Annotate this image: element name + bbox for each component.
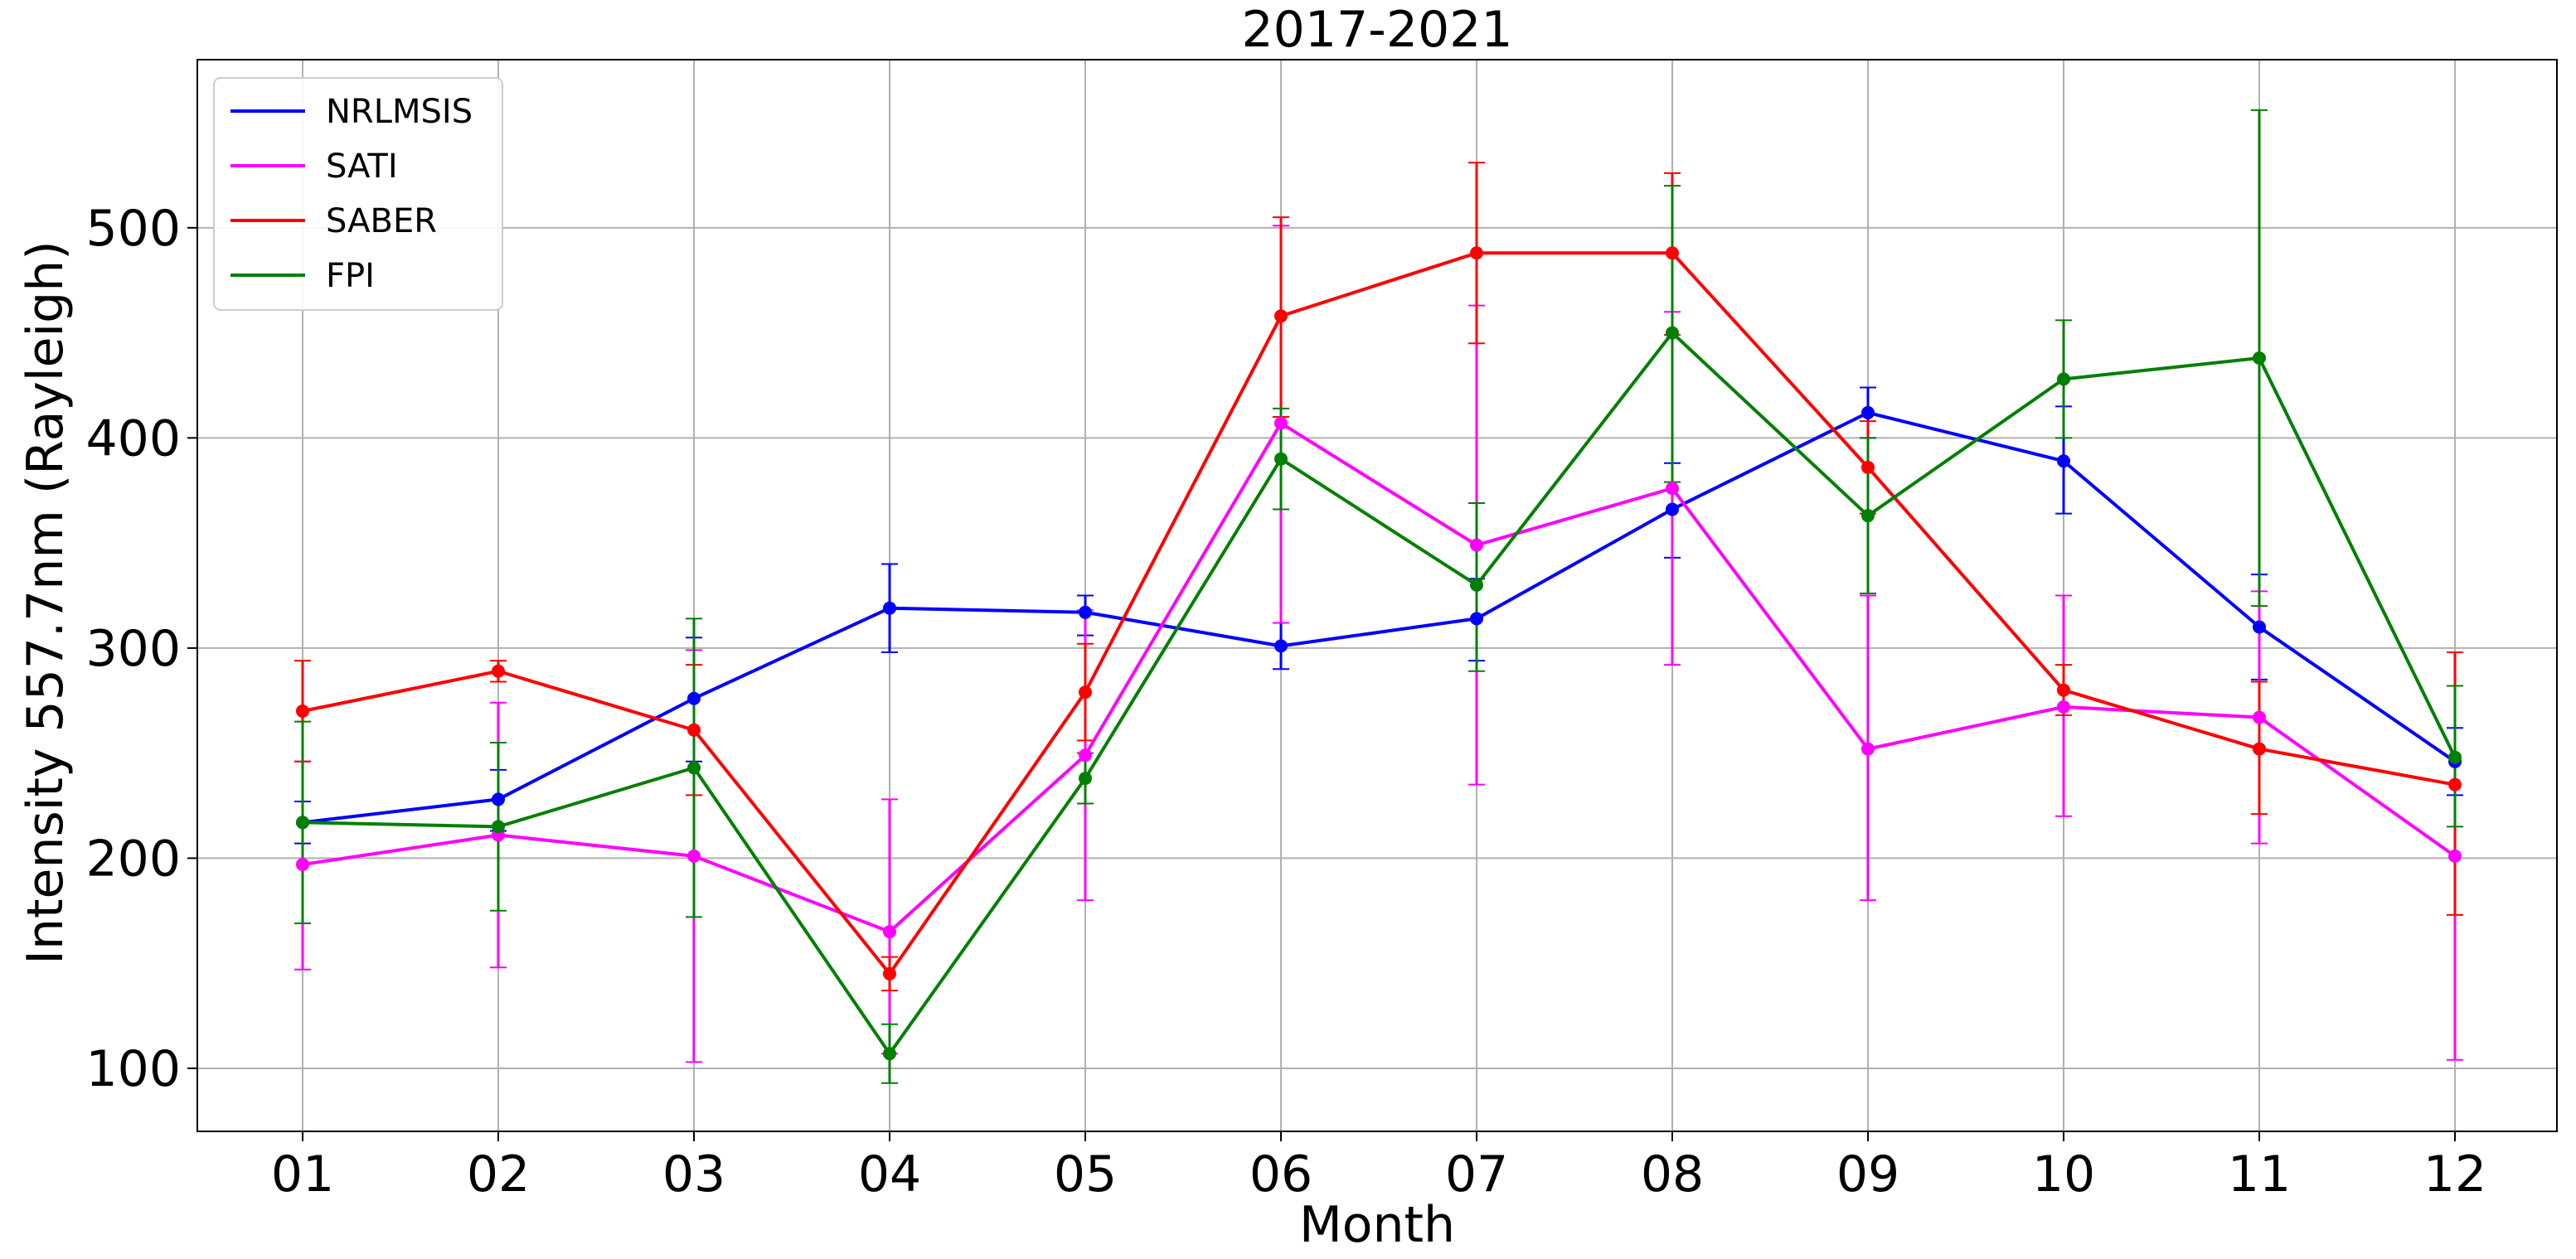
fpi-point [492,820,505,834]
fpi-point [1470,578,1483,592]
x-tick-label: 05 [1054,1145,1117,1203]
fpi-point [1861,509,1875,523]
nrlmsis-point [1470,612,1483,626]
y-tick-label: 400 [85,409,181,467]
y-axis-label: Intensity 557.7nm (Rayleigh) [17,240,75,964]
fpi-point [1274,452,1288,466]
legend-label: SATI [326,148,398,186]
y-tick-label: 500 [85,200,181,258]
nrlmsis-point [1861,405,1875,419]
x-tick-label: 07 [1445,1145,1508,1203]
legend-item-nrlmsis: NRLMSIS [230,93,473,131]
sati-point [1470,538,1483,552]
x-tick-label: 06 [1249,1145,1312,1203]
fpi-point [2448,750,2462,764]
fpi-point [2253,351,2266,366]
sati-point [2253,710,2266,724]
legend: NRLMSIS SATI SABER FPI [213,77,503,311]
nrlmsis-point [1274,639,1288,653]
nrlmsis-point [2253,620,2266,634]
legend-label: FPI [326,257,375,295]
y-tick-label: 300 [85,620,181,678]
legend-item-fpi: FPI [230,257,375,295]
legend-box [213,77,503,311]
saber-point [1274,309,1288,323]
nrlmsis-line [302,410,2457,825]
sati-point [2057,700,2070,714]
saber-point [687,723,701,737]
sati-point [296,858,309,872]
saber-point [2448,777,2462,792]
fpi-point [2057,372,2070,386]
saber-line [302,251,2456,976]
nrlmsis-point [2057,454,2070,468]
sati-point [1666,482,1679,496]
x-tick-label: 04 [858,1145,921,1203]
sati-point [883,925,896,939]
x-axis-ticks: 01 02 03 04 05 06 07 08 09 10 11 12 [271,1131,2486,1203]
series-lines [302,251,2457,1056]
x-tick-label: 03 [662,1145,725,1203]
sati-line [302,421,2457,934]
saber-point [2253,742,2266,756]
y-tick-label: 200 [85,830,181,888]
legend-item-saber: SABER [230,202,437,240]
nrlmsis-point [1666,502,1679,516]
saber-point [1861,460,1875,474]
saber-point [2057,683,2070,697]
saber-point [1079,685,1092,700]
fpi-line [302,331,2457,1056]
nrlmsis-point [883,601,896,615]
y-tick-label: 100 [85,1040,181,1098]
x-axis-label: Month [1299,1196,1455,1254]
legend-label: SABER [326,202,437,240]
sati-point [1274,416,1288,430]
sati-point [687,849,701,863]
fpi-point [1079,772,1092,786]
sati-point [2448,849,2462,863]
saber-point [492,664,505,678]
fpi-point [1666,326,1679,340]
y-axis-ticks: 100 200 300 400 500 [85,200,197,1098]
data-points [296,246,2462,1061]
nrlmsis-point [687,691,701,705]
x-tick-label: 09 [1836,1145,1899,1203]
fpi-point [883,1047,896,1061]
fpi-point [687,761,701,775]
nrlmsis-point [1079,605,1092,619]
saber-point [296,704,309,718]
nrlmsis-point [492,792,505,806]
sati-point [1079,748,1092,763]
legend-label: NRLMSIS [326,93,473,131]
x-tick-label: 01 [271,1145,334,1203]
x-tick-label: 08 [1641,1145,1704,1203]
chart-title: 2017-2021 [1241,1,1512,59]
fpi-point [296,816,309,830]
saber-point [1470,246,1483,260]
legend-item-sati: SATI [230,148,398,186]
saber-point [1666,246,1679,260]
saber-point [883,966,896,981]
plot-frame [196,59,2558,1132]
x-tick-label: 11 [2228,1145,2291,1203]
sati-point [1861,742,1875,756]
x-tick-label: 02 [467,1145,530,1203]
x-tick-label: 10 [2032,1145,2095,1203]
x-tick-label: 12 [2423,1145,2486,1203]
